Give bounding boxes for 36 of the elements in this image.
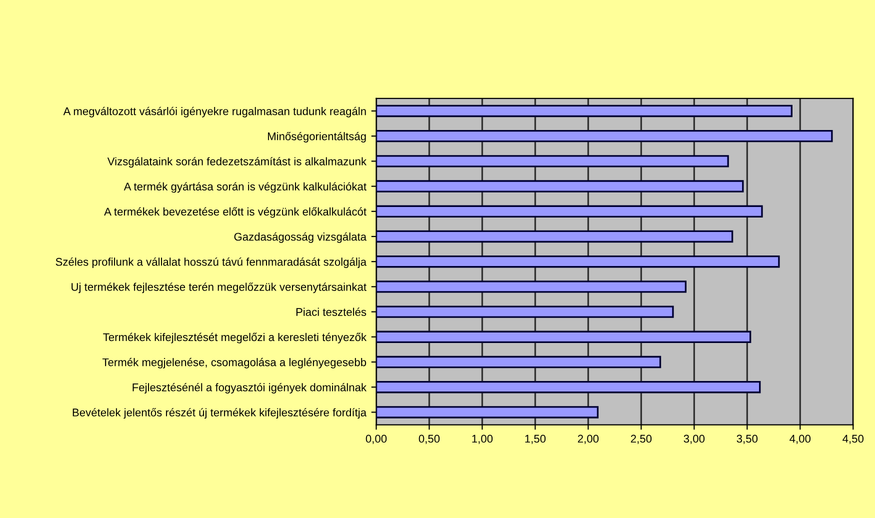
x-tick-label: 3,50: [736, 434, 758, 444]
y-tick-label: Minőségorientáltság: [268, 132, 366, 142]
y-tick-label: A termék gyártása során is végzünk kalkulációkat: [124, 182, 366, 193]
y-tick-label: Gazdaságosság vizsgálata: [234, 232, 367, 243]
y-tick-label: Termék megjelenése, csomagolása a leglényegesebb: [102, 358, 366, 368]
bar: [376, 255, 780, 268]
bar: [376, 230, 734, 243]
bar: [376, 155, 729, 168]
bar: [376, 356, 662, 368]
bar: [376, 406, 599, 418]
x-tick-label: 1,50: [525, 434, 546, 444]
x-tick-label: 0,00: [366, 434, 387, 444]
bar: [376, 180, 744, 192]
y-tick-label: Termékek kifejlesztését megelőzi a keresleti tényezők: [103, 332, 367, 344]
x-tick-label: 4,50: [842, 434, 864, 444]
bar: [376, 330, 752, 344]
y-tick-label: Vizsgálataink során fedezetszámítást is alkalmazunk: [107, 157, 367, 168]
y-tick-label: Fejlesztésénél a fogyasztói igények dominálnak: [132, 383, 367, 394]
x-tick-label: 1,00: [472, 434, 493, 444]
bar: [376, 280, 687, 293]
x-tick-label: 2,50: [630, 434, 652, 444]
y-tick-label: A megváltozott vásárlói igényekre rugalmasan tudunk reagáln: [63, 106, 366, 118]
bar: [376, 130, 833, 142]
y-tick-label: Piaci tesztelés: [296, 308, 366, 316]
y-tick-label: Bevételek jelentős részét új termékek kifejlesztésére fordítja: [72, 408, 367, 419]
y-tick-label: Széles profilunk a vállalat hosszú távú fennmaradását szolgálja: [56, 258, 367, 268]
bar: [376, 381, 761, 394]
bar: [376, 306, 674, 318]
x-tick-label: 4,00: [790, 434, 811, 444]
y-tick-label: Uj termékek fejlesztése terén megelőzzük versenytársainkat: [72, 282, 366, 294]
bar: [376, 104, 792, 118]
y-tick-label: A termékek bevezetése előtt is végzünk előkalkulácót: [104, 207, 366, 218]
bar: [376, 205, 763, 218]
x-tick-label: 3,00: [684, 434, 705, 444]
x-tick-label: 2,00: [578, 434, 599, 444]
x-tick-label: 0,50: [418, 434, 440, 444]
